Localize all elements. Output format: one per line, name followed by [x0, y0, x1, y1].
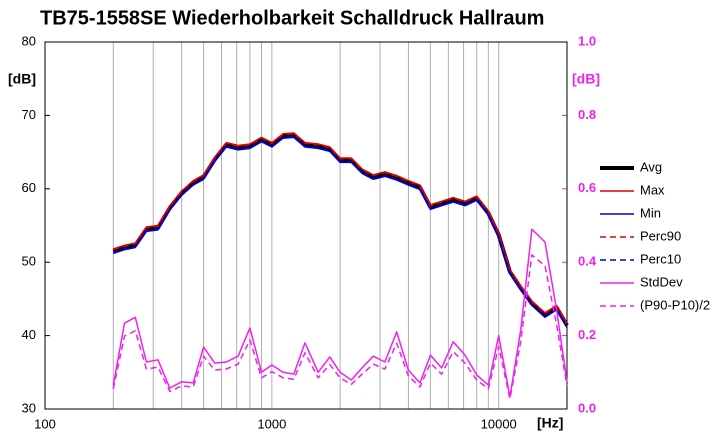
legend-label: Max [640, 182, 665, 197]
legend-label: Avg [640, 159, 662, 174]
plot-frame [44, 41, 568, 410]
legend-label: StdDev [640, 274, 683, 289]
y-tick-label: 40 [22, 327, 36, 342]
x-tick-label: 1000 [257, 416, 286, 431]
y-tick-label: 70 [22, 107, 36, 122]
series-line [112, 228, 568, 398]
y2-tick-label: 0.2 [578, 327, 596, 342]
legend-label: Min [640, 205, 661, 220]
y-axis-label: [dB] [8, 71, 36, 87]
x-axis-label: [Hz] [537, 415, 563, 431]
legend-label: Perc10 [640, 251, 681, 266]
x-tick-label: 100 [34, 416, 56, 431]
series-line [113, 133, 568, 325]
y2-tick-label: 0.8 [578, 107, 596, 122]
y2-tick-label: 0.4 [578, 254, 597, 269]
y2-tick-label: 0.0 [578, 400, 596, 415]
series-line [112, 254, 568, 400]
y-tick-label: 60 [22, 180, 36, 195]
legend-label: (P90-P10)/2 [640, 297, 710, 312]
y2-tick-label: 1.0 [578, 33, 596, 48]
chart-title: TB75-1558SE Wiederholbarkeit Schalldruck… [40, 7, 544, 29]
y-tick-label: 50 [22, 254, 36, 269]
y-tick-label: 80 [22, 33, 36, 48]
y2-axis-label: [dB] [572, 71, 600, 87]
x-tick-label: 10000 [481, 416, 517, 431]
y-tick-label: 30 [22, 400, 36, 415]
series-line [113, 135, 568, 328]
y2-tick-label: 0.6 [578, 180, 596, 195]
legend-label: Perc90 [640, 228, 681, 243]
